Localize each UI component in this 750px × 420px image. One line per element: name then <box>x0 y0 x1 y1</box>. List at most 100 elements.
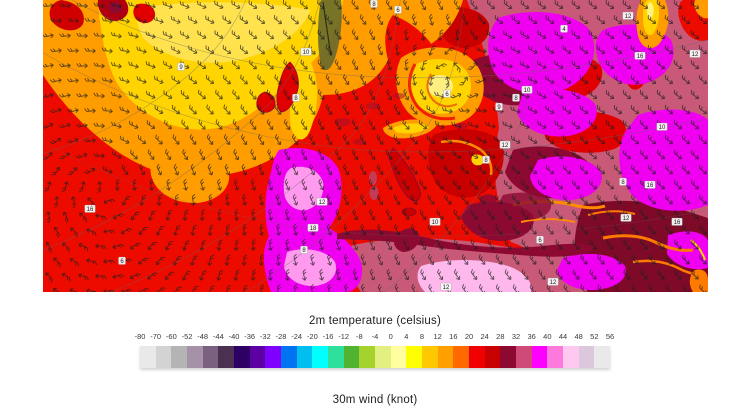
wind-barb-icon <box>487 239 495 250</box>
wind-barb-icon <box>631 164 639 175</box>
wind-barb-icon <box>537 90 547 99</box>
wind-barb-icon <box>546 194 554 205</box>
wind-barb-icon <box>119 106 130 114</box>
wind-barb-icon <box>537 0 547 10</box>
wind-barb-icon <box>648 194 656 205</box>
wind-barb-icon <box>436 179 444 190</box>
svg-text:12: 12 <box>502 143 509 149</box>
svg-text:10: 10 <box>659 125 666 131</box>
wind-barb-icon <box>385 0 393 10</box>
wind-barb-icon <box>67 166 78 176</box>
wind-barb-icon <box>368 149 376 160</box>
map-magenta-hotspots <box>488 12 708 291</box>
wind-barb-icon <box>562 164 572 175</box>
wind-barb-icon <box>283 59 291 70</box>
wind-barb-icon <box>664 104 674 115</box>
svg-text:12: 12 <box>550 280 557 286</box>
wind-barb-icon <box>360 193 367 206</box>
wind-barb-icon <box>335 238 342 251</box>
wind-barb-icon <box>682 254 690 265</box>
wind-barb-icon <box>49 108 62 114</box>
wind-barb-icon <box>163 60 173 69</box>
wind-barb-icon <box>554 30 564 40</box>
wind-barb-icon <box>478 224 486 235</box>
station-wind-value: 16 <box>84 204 96 213</box>
wind-barb-icon <box>460 165 470 175</box>
temp-color-swatch <box>171 346 188 368</box>
wind-barb-icon <box>521 239 529 250</box>
wind-barb-icon <box>428 74 435 86</box>
wind-barb-icon <box>292 284 298 292</box>
wind-barb-icon <box>545 45 555 55</box>
wind-barb-icon <box>698 134 708 145</box>
svg-text:8: 8 <box>484 158 488 164</box>
wind-barb-icon <box>111 121 122 129</box>
wind-barb-icon <box>419 89 427 100</box>
wind-barb-icon <box>699 194 707 205</box>
wind-barb-icon <box>205 15 215 25</box>
wind-barb-icon <box>118 46 130 54</box>
wind-barb-icon <box>656 0 666 10</box>
wind-barb-icon <box>623 179 631 190</box>
wind-barb-icon <box>155 134 163 145</box>
wind-barb-icon <box>606 269 614 280</box>
wind-barb-icon <box>451 121 462 129</box>
wind-barb-icon <box>486 179 496 190</box>
svg-text:12: 12 <box>443 285 450 291</box>
wind-barb-icon <box>190 224 197 236</box>
wind-barb-icon <box>190 194 196 206</box>
wind-barb-icon <box>351 119 359 131</box>
station-wind-value: 18 <box>307 223 319 232</box>
wind-barb-icon <box>239 15 249 25</box>
wind-barb-icon <box>342 14 350 25</box>
wind-barb-icon <box>171 75 181 85</box>
wind-barb-icon <box>224 163 231 176</box>
wind-barb-icon <box>165 209 172 221</box>
wind-barb-icon <box>648 164 656 175</box>
temperature-legend-title: 2m temperature (celsius) <box>309 315 441 327</box>
wind-barb-icon <box>283 119 291 130</box>
temp-tick-label: 32 <box>511 332 521 341</box>
wind-barb-icon <box>183 178 188 191</box>
wind-barb-icon <box>386 268 393 281</box>
wind-barb-icon <box>665 224 673 235</box>
svg-text:9: 9 <box>179 65 183 71</box>
temp-color-swatch <box>484 346 501 368</box>
wind-barb-icon <box>453 179 461 190</box>
wind-barb-icon <box>120 288 133 292</box>
wind-barb-icon <box>44 181 52 192</box>
wind-barb-icon <box>343 223 350 236</box>
temp-color-swatch <box>406 346 423 368</box>
wind-barb-icon <box>631 224 639 235</box>
wind-barb-icon <box>215 89 223 100</box>
temp-tick-label: 36 <box>527 332 536 341</box>
wind-barb-icon <box>76 63 88 69</box>
wind-barb-icon <box>437 0 444 11</box>
wind-barb-icon <box>631 194 639 205</box>
wind-barb-icon <box>172 256 182 266</box>
wind-barb-icon <box>484 63 496 69</box>
wind-barb-icon <box>657 179 665 190</box>
wind-barb-icon <box>419 239 427 251</box>
wind-barb-icon <box>639 119 649 130</box>
wind-barb-icon <box>394 13 401 26</box>
wind-barb-icon <box>342 74 350 86</box>
wind-barb-icon <box>153 16 164 24</box>
wind-barb-icon <box>78 243 89 252</box>
wind-barb-icon <box>410 134 418 145</box>
temp-tick-label: 40 <box>543 332 552 341</box>
wind-barb-icon <box>579 45 589 55</box>
temp-color-swatch <box>328 346 344 368</box>
temp-tick-label: -48 <box>197 332 209 341</box>
wind-barb-icon <box>208 193 213 206</box>
wind-barb-icon <box>250 239 256 251</box>
wind-barb-icon <box>657 209 665 220</box>
wind-barb-icon <box>605 119 615 130</box>
wind-barb-icon <box>84 77 96 84</box>
station-labels-layer: 9 10 8 8 6 6 8 10 9 12 8 12 16 12 10 8 16 12 16 12 12 18 8 6 16 1… <box>84 0 701 291</box>
wind-barb-icon <box>664 45 674 55</box>
station-wind-value: 8 <box>619 177 627 186</box>
temp-color-swatch <box>563 346 579 368</box>
wind-barb-icon <box>529 224 537 235</box>
wind-barb-icon <box>563 224 571 235</box>
